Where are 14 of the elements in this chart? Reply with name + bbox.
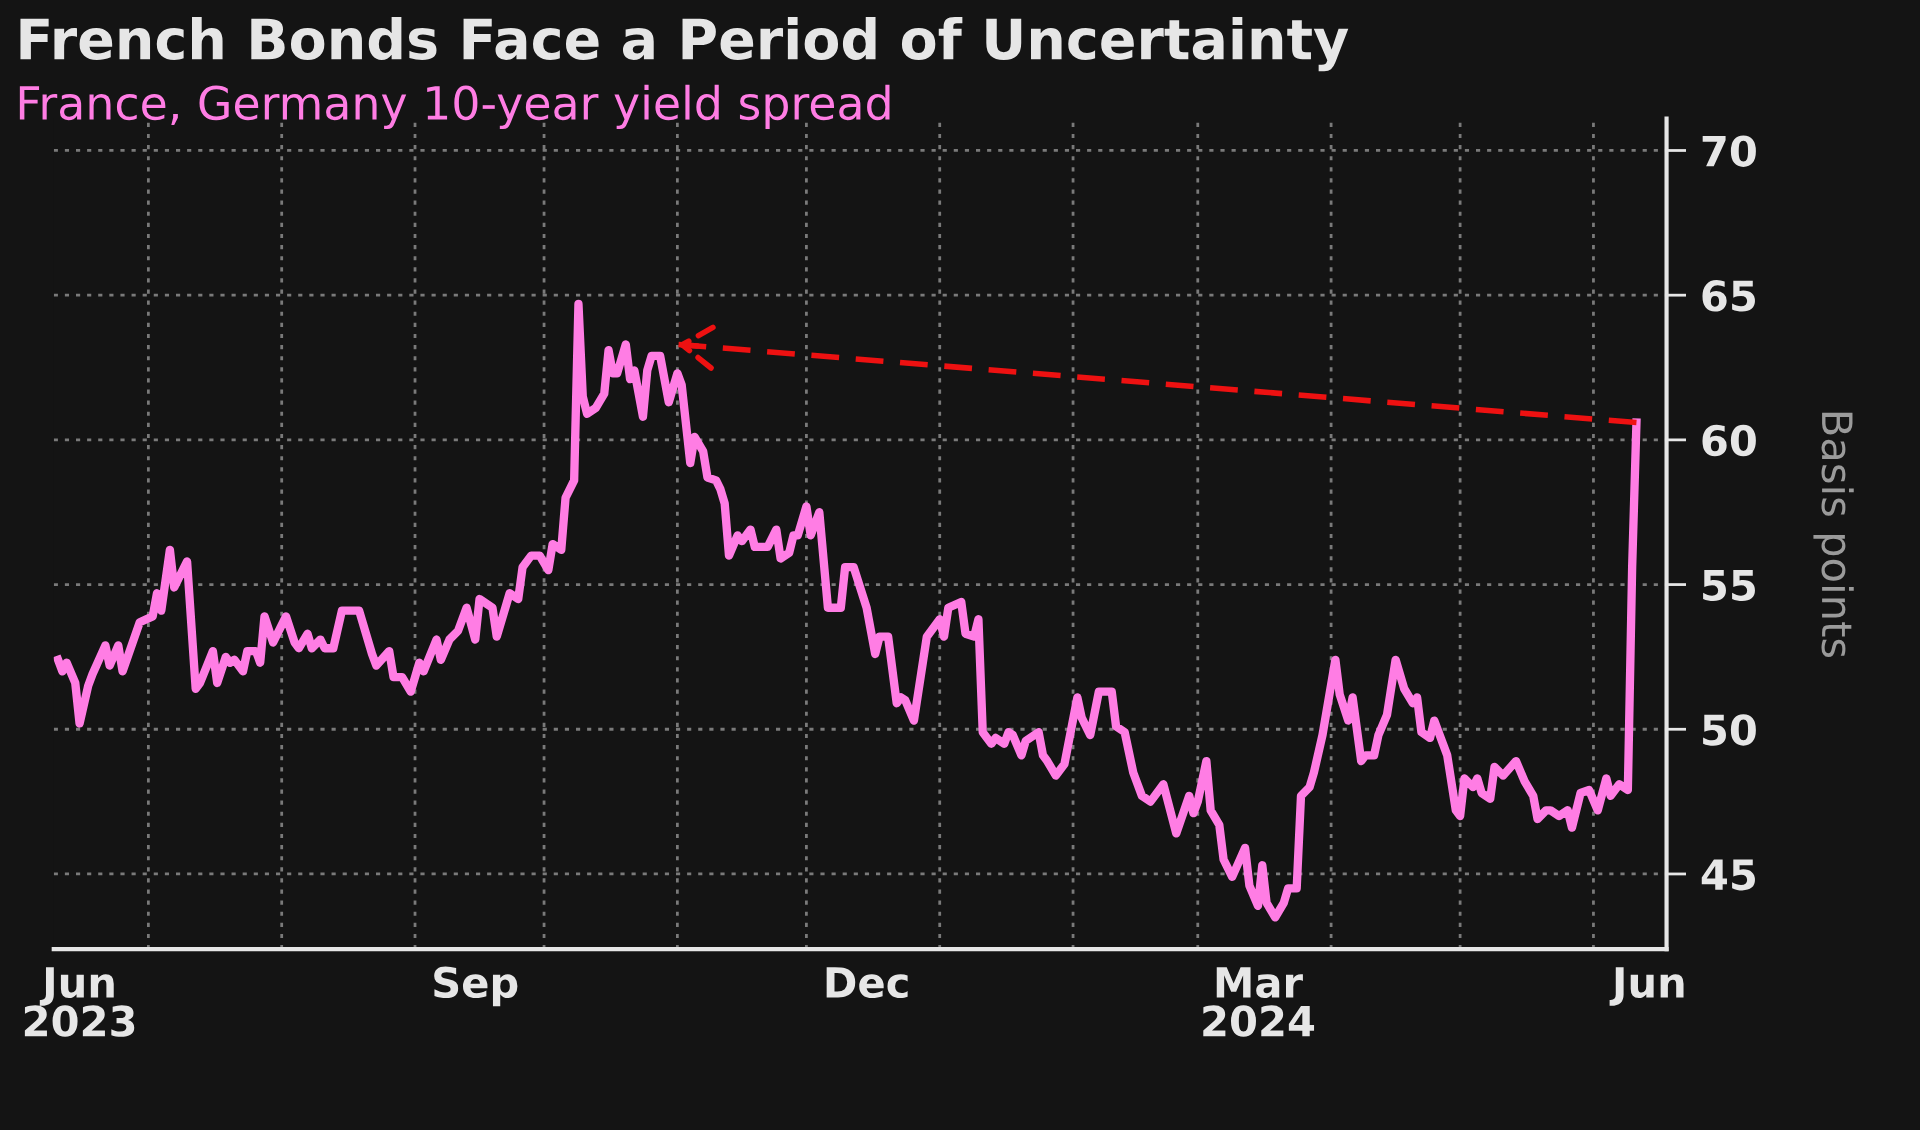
y-tick-label: 45	[1701, 859, 1755, 891]
x-tick-label: Jun 2023	[24, 967, 135, 1037]
x-tick-label: Sep	[434, 966, 518, 1007]
y-tick-label: 65	[1702, 280, 1755, 312]
x-tick-label: Dec	[826, 967, 908, 999]
y-axis-title: Basis points	[1813, 412, 1854, 658]
chart-subtitle: France, Germany 10-year yield spread	[19, 84, 890, 130]
chart-title: French Bonds Face a Period of Uncertainty	[20, 16, 1349, 72]
y-tick-label: 70	[1702, 135, 1756, 167]
y-tick-label: 50	[1703, 714, 1756, 746]
y-tick-label: 60	[1702, 424, 1756, 457]
x-tick-label: Mar 2024	[1203, 967, 1315, 1037]
x-tick-label: Jun	[1609, 967, 1684, 1006]
y-tick-label: 55	[1703, 570, 1755, 601]
